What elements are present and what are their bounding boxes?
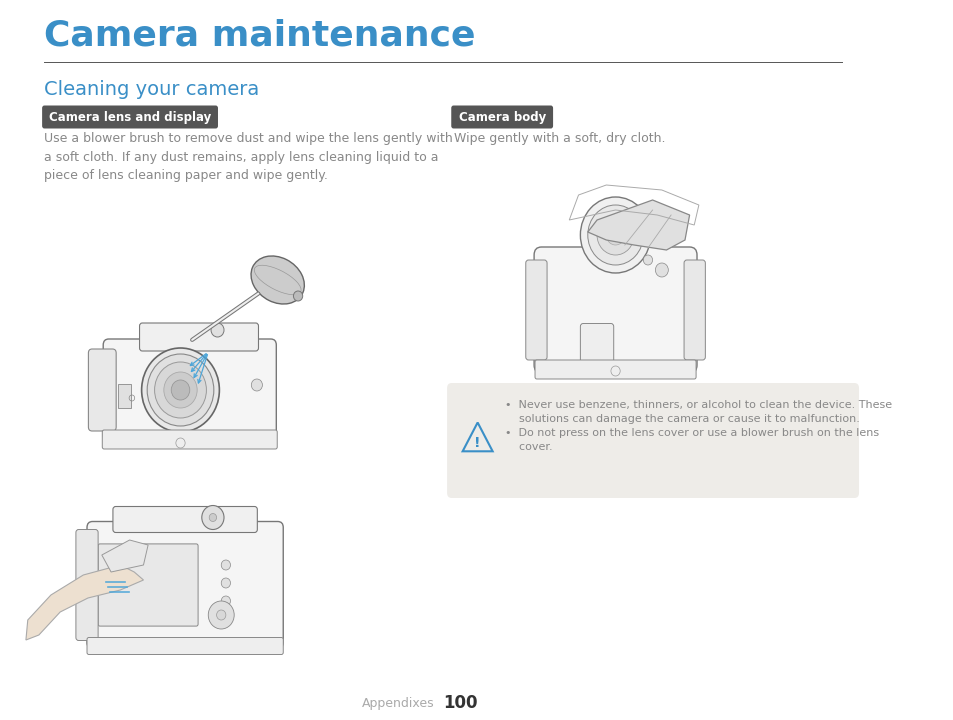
Circle shape: [251, 379, 262, 391]
Text: •  Never use benzene, thinners, or alcohol to clean the device. These: • Never use benzene, thinners, or alcoho…: [505, 400, 892, 410]
Circle shape: [579, 197, 650, 273]
Text: solutions can damage the camera or cause it to malfunction.: solutions can damage the camera or cause…: [505, 414, 860, 424]
Circle shape: [164, 372, 197, 408]
Circle shape: [221, 578, 231, 588]
Circle shape: [655, 263, 668, 277]
Circle shape: [216, 610, 226, 620]
Text: Wipe gently with a soft, dry cloth.: Wipe gently with a soft, dry cloth.: [453, 132, 664, 145]
Circle shape: [587, 205, 642, 265]
FancyBboxPatch shape: [525, 260, 546, 360]
Circle shape: [597, 215, 634, 255]
Text: Camera body: Camera body: [458, 110, 545, 124]
FancyBboxPatch shape: [87, 637, 283, 654]
Circle shape: [294, 291, 302, 301]
Circle shape: [221, 614, 231, 624]
Circle shape: [209, 513, 216, 521]
FancyBboxPatch shape: [534, 247, 697, 373]
Circle shape: [202, 505, 224, 529]
Circle shape: [606, 225, 624, 245]
Polygon shape: [102, 540, 148, 572]
Text: 100: 100: [443, 694, 477, 712]
Circle shape: [221, 560, 231, 570]
FancyBboxPatch shape: [579, 323, 613, 368]
FancyBboxPatch shape: [451, 106, 553, 128]
Circle shape: [642, 255, 652, 265]
Text: Camera lens and display: Camera lens and display: [49, 110, 211, 124]
FancyBboxPatch shape: [447, 383, 858, 498]
Polygon shape: [587, 200, 689, 250]
Circle shape: [147, 354, 213, 426]
Polygon shape: [26, 565, 143, 640]
FancyBboxPatch shape: [103, 339, 276, 441]
Text: Cleaning your camera: Cleaning your camera: [45, 80, 259, 99]
Circle shape: [154, 362, 206, 418]
FancyBboxPatch shape: [112, 506, 257, 533]
Text: cover.: cover.: [505, 442, 553, 452]
Circle shape: [211, 323, 224, 337]
Circle shape: [221, 596, 231, 606]
Ellipse shape: [251, 256, 304, 304]
Text: Use a blower brush to remove dust and wipe the lens gently with
a soft cloth. If: Use a blower brush to remove dust and wi…: [45, 132, 453, 182]
FancyBboxPatch shape: [139, 323, 258, 351]
FancyBboxPatch shape: [535, 360, 696, 379]
Circle shape: [208, 601, 233, 629]
Circle shape: [172, 380, 190, 400]
Text: Camera maintenance: Camera maintenance: [45, 18, 476, 52]
FancyBboxPatch shape: [683, 260, 704, 360]
Circle shape: [141, 348, 219, 432]
Bar: [118, 384, 131, 408]
FancyBboxPatch shape: [87, 521, 283, 649]
FancyBboxPatch shape: [76, 529, 98, 641]
Text: !: !: [474, 436, 480, 449]
Text: Appendixes: Appendixes: [361, 696, 434, 709]
FancyBboxPatch shape: [102, 430, 277, 449]
FancyBboxPatch shape: [42, 106, 218, 128]
FancyBboxPatch shape: [98, 544, 198, 626]
Text: •  Do not press on the lens cover or use a blower brush on the lens: • Do not press on the lens cover or use …: [505, 428, 879, 438]
FancyBboxPatch shape: [89, 349, 116, 431]
